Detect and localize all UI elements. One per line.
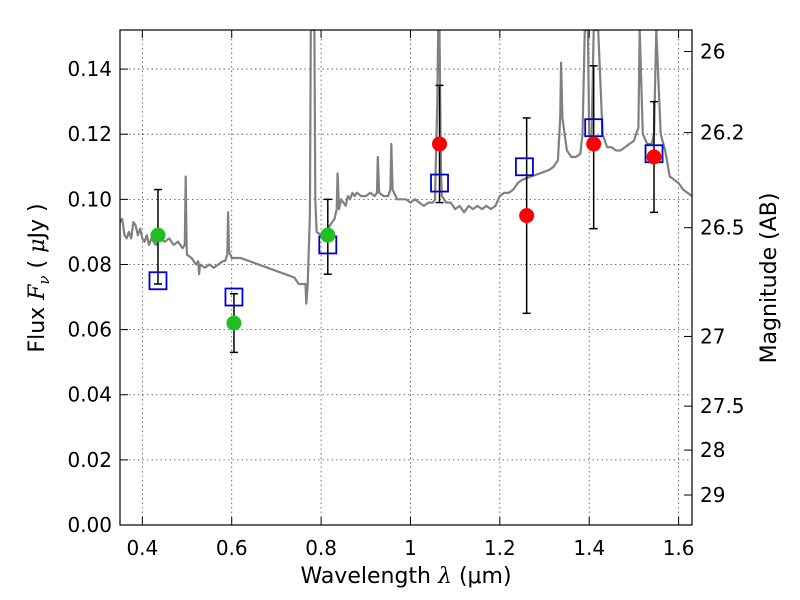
green-point — [150, 227, 166, 243]
x-axis-symbol: λ — [437, 564, 452, 589]
y-tick-label: 0.12 — [67, 122, 112, 146]
model-square — [515, 157, 534, 177]
y2-tick-label: 28 — [700, 438, 725, 462]
y-tick-label: 0.14 — [67, 57, 112, 81]
y-tick-label: 0.10 — [67, 187, 112, 211]
y-tick-label: 0.08 — [67, 252, 112, 276]
template-spectrum-line — [120, 30, 692, 305]
y2-tick-label: 26 — [700, 39, 725, 63]
green-point — [320, 227, 336, 243]
plot-frame — [119, 29, 693, 526]
y-tick-label: 0.06 — [67, 318, 112, 342]
x-tick-label: 0.8 — [305, 536, 337, 560]
y2-tick-label: 29 — [700, 483, 725, 507]
model-square — [430, 173, 449, 193]
y2-axis-label: Magnitude (AB) — [757, 193, 782, 364]
red-point — [432, 136, 448, 152]
grid — [120, 30, 692, 526]
x-axis-unit: (μm) — [459, 564, 512, 589]
model-square — [148, 271, 168, 291]
x-tick-label: 1.6 — [663, 536, 695, 560]
red-point — [586, 136, 602, 152]
x-tick-label: 1.2 — [484, 536, 516, 560]
x-tick-label: 1.4 — [573, 536, 605, 560]
model-square — [224, 287, 244, 307]
y-axis-symbol: F — [25, 284, 50, 301]
green-point — [226, 315, 242, 331]
y-tick-label: 0.04 — [67, 383, 112, 407]
template-spectrum-layer — [120, 30, 692, 305]
red-point — [519, 208, 535, 224]
y2-tick-label: 26.2 — [700, 121, 745, 145]
y-axis-unit-symbol: μ — [25, 239, 50, 253]
model-square — [584, 118, 604, 138]
y2-tick-label: 27 — [700, 324, 725, 348]
y-axis-label: Flux Fν ( μJy ) — [25, 203, 53, 352]
x-axis-label: Wavelength λ (μm) — [300, 564, 511, 589]
y2-tick-label: 26.5 — [700, 216, 745, 240]
x-tick-label: 0.6 — [216, 536, 248, 560]
red-point — [646, 149, 662, 165]
model-photometry-layer — [148, 118, 664, 307]
observed-photometry-layer — [150, 136, 662, 331]
x-tick-label: 0.4 — [126, 536, 158, 560]
y-tick-label: 0.02 — [67, 448, 112, 472]
y2-tick-label: 27.5 — [700, 394, 745, 418]
y-tick-label: 0.00 — [67, 513, 112, 537]
axis-ticks: 0.4 0.6 0.8 1 1.2 1.4 1.6 0.00 0.02 0.04 0.06 0.08 0… — [67, 30, 745, 560]
y-axis-subscript: ν — [35, 275, 53, 284]
x-tick-label: 1 — [404, 536, 417, 560]
